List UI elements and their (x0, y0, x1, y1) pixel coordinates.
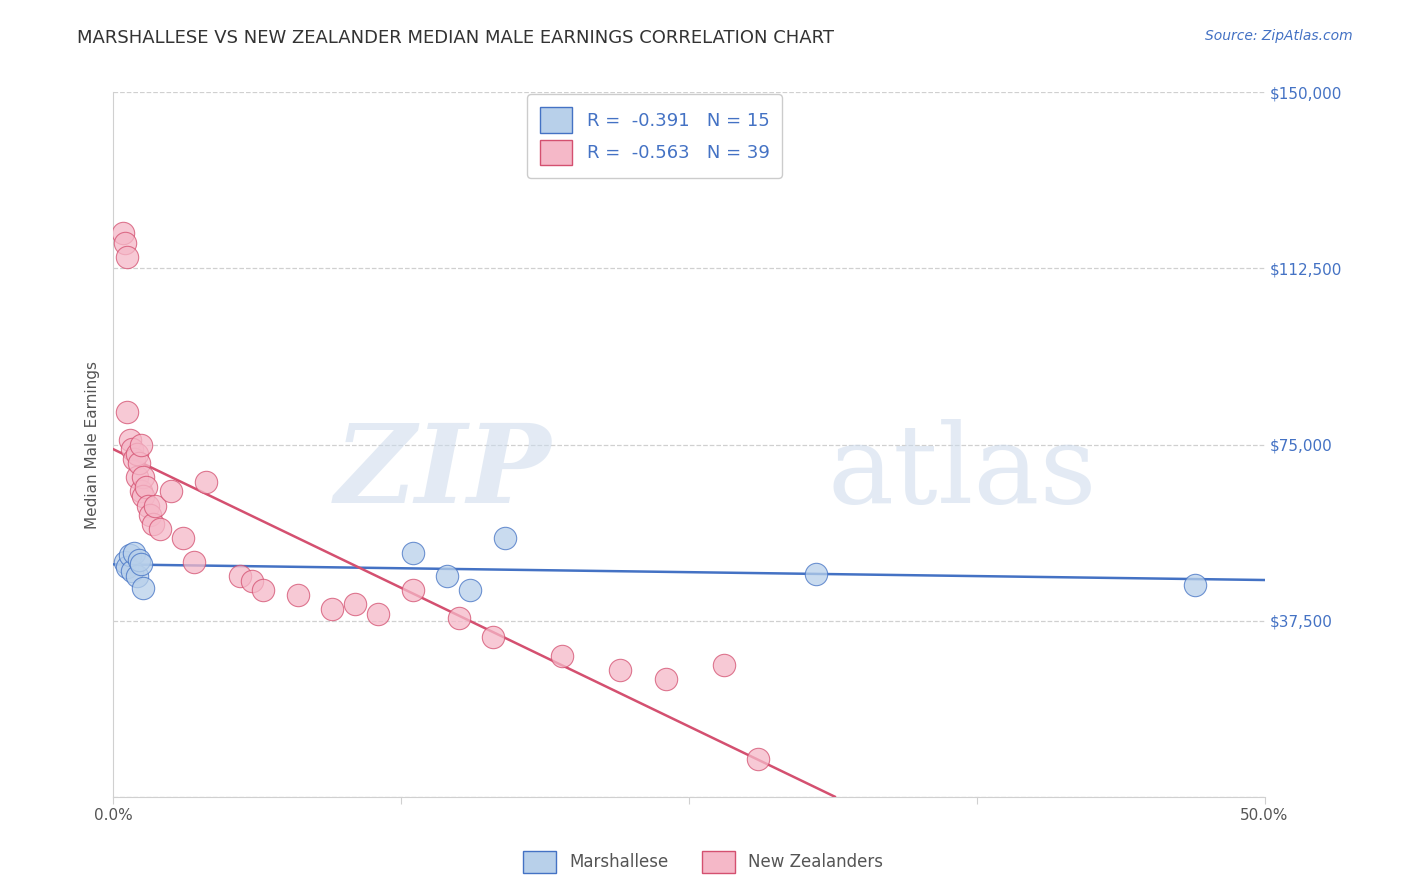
Point (183, 555, 205, 569)
Point (344, 597, 367, 611)
Point (118, 548, 141, 562)
Point (142, 517, 165, 532)
Point (129, 437, 152, 451)
Point (132, 470, 155, 484)
Point (111, 226, 134, 240)
Legend: R =  -0.391   N = 15, R =  -0.563   N = 39: R = -0.391 N = 15, R = -0.563 N = 39 (527, 95, 782, 178)
Point (129, 484, 152, 499)
Text: ZIP: ZIP (335, 419, 551, 526)
Point (551, 648, 574, 663)
Point (117, 404, 139, 418)
Point (447, 611, 470, 625)
Point (321, 602, 343, 616)
Point (122, 451, 145, 466)
Point (128, 456, 150, 470)
Point (160, 484, 183, 499)
Point (135, 480, 157, 494)
Point (713, 658, 735, 673)
Point (132, 489, 155, 503)
Point (122, 545, 145, 559)
Point (494, 532, 516, 546)
Point (125, 470, 148, 484)
Text: Source: ZipAtlas.com: Source: ZipAtlas.com (1205, 29, 1353, 43)
Point (172, 532, 194, 546)
Point (287, 588, 309, 602)
Point (118, 433, 141, 447)
Point (252, 583, 274, 598)
Point (121, 564, 143, 578)
Point (148, 522, 170, 536)
Point (117, 559, 139, 574)
Text: atlas: atlas (827, 419, 1097, 526)
Point (143, 499, 166, 513)
Point (609, 663, 631, 677)
Point (139, 508, 162, 522)
Point (482, 630, 505, 644)
Point (402, 545, 425, 559)
Point (132, 581, 155, 595)
Point (240, 574, 263, 588)
Point (402, 583, 425, 598)
Point (117, 250, 139, 264)
Point (655, 673, 678, 687)
Point (125, 569, 148, 583)
Point (804, 566, 827, 581)
Point (229, 569, 252, 583)
Legend: Marshallese, New Zealanders: Marshallese, New Zealanders (516, 845, 890, 880)
Point (436, 569, 458, 583)
Point (367, 607, 389, 621)
Point (121, 442, 143, 457)
Point (128, 552, 150, 566)
Point (129, 558, 152, 572)
Point (136, 499, 159, 513)
Point (194, 475, 217, 489)
Point (1184, 578, 1206, 592)
Y-axis label: Median Male Earnings: Median Male Earnings (86, 360, 100, 529)
Point (114, 555, 136, 569)
Point (747, 752, 769, 766)
Text: MARSHALLESE VS NEW ZEALANDER MEDIAN MALE EARNINGS CORRELATION CHART: MARSHALLESE VS NEW ZEALANDER MEDIAN MALE… (77, 29, 834, 46)
Point (460, 583, 482, 598)
Point (114, 235, 136, 250)
Point (125, 447, 148, 461)
